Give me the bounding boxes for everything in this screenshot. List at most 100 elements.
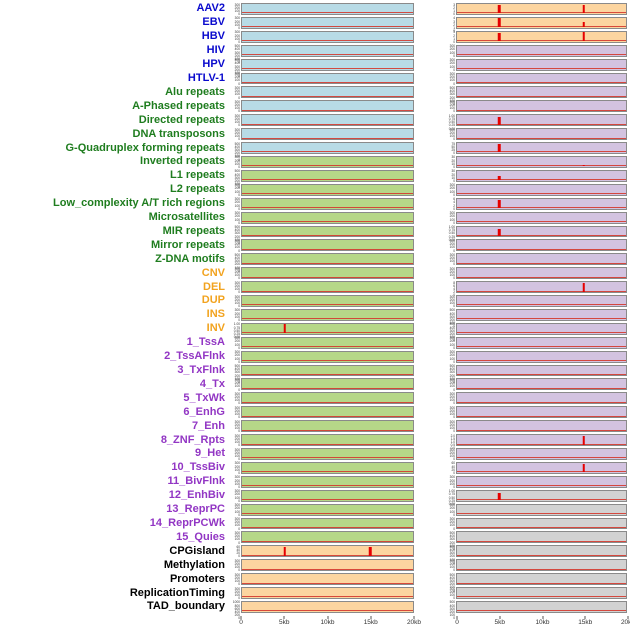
y-tick-label: 4 bbox=[453, 200, 455, 205]
y-tick-label: 200 bbox=[449, 520, 455, 525]
left-y-axis-ticks: 300 200 100 0 bbox=[228, 572, 241, 586]
signal-baseline bbox=[242, 221, 413, 222]
y-tick-label: 0 bbox=[453, 109, 455, 114]
left-track-panel bbox=[241, 253, 414, 266]
column-gap bbox=[414, 280, 443, 294]
x-tick-mark bbox=[413, 616, 415, 619]
signal-peak bbox=[498, 144, 501, 153]
left-y-axis-ticks: 300 200 100 0 bbox=[228, 16, 241, 30]
y-tick-label: 100 bbox=[449, 376, 455, 381]
y-tick-label: 1.00 bbox=[448, 489, 455, 494]
y-tick-label: 300 bbox=[234, 294, 240, 299]
column-gap bbox=[414, 433, 443, 447]
row-label: INV bbox=[206, 322, 225, 335]
y-tick-label: 300 bbox=[449, 92, 455, 97]
y-tick-label: 0 bbox=[238, 415, 240, 420]
y-tick-label: 200 bbox=[234, 158, 240, 163]
left-y-axis-ticks: 300 200 100 0 bbox=[228, 127, 241, 141]
signal-baseline bbox=[242, 304, 413, 306]
y-tick-label: 40 bbox=[451, 464, 455, 469]
y-tick-label: 100 bbox=[234, 134, 240, 139]
y-tick-label: 0 bbox=[238, 540, 240, 545]
row-label: EBV bbox=[202, 16, 225, 29]
y-tick-label: 300 bbox=[449, 377, 455, 382]
track-row: 10_TssBiv 300 200 100 0 60 40 20 0 bbox=[0, 461, 628, 475]
left-y-axis-ticks: 300 200 100 0 bbox=[228, 308, 241, 322]
y-tick-label: 0 bbox=[453, 29, 455, 34]
signal-baseline bbox=[457, 610, 626, 612]
y-tick-label: 300 bbox=[449, 551, 455, 556]
row-label: CPGisland bbox=[169, 544, 225, 557]
left-track-panel bbox=[241, 100, 414, 113]
signal-baseline bbox=[457, 276, 626, 278]
signal-baseline bbox=[457, 443, 626, 445]
signal-baseline bbox=[242, 610, 413, 612]
right-y-axis-ticks: 300 200 100 0 bbox=[443, 336, 456, 350]
y-tick-label: 0 bbox=[238, 137, 240, 142]
column-gap bbox=[414, 377, 443, 391]
right-track-panel bbox=[456, 600, 627, 613]
y-tick-label: 300 bbox=[449, 419, 455, 424]
track-row: CNV 300 200 100 0 300 200 100 0 bbox=[0, 266, 628, 280]
y-tick-label: 500 bbox=[449, 544, 455, 549]
y-tick-label: 0 bbox=[238, 206, 240, 211]
y-tick-label: 0 bbox=[453, 206, 455, 211]
y-tick-label: 0 bbox=[453, 220, 455, 225]
y-tick-label: 100 bbox=[449, 398, 455, 403]
signal-baseline bbox=[457, 109, 626, 111]
x-tick-label: 0 bbox=[455, 619, 459, 626]
y-tick-label: 300 bbox=[234, 266, 240, 271]
y-tick-label: 100 bbox=[234, 106, 240, 111]
right-track-panel bbox=[456, 100, 627, 113]
y-tick-label: 100 bbox=[234, 523, 240, 528]
signal-baseline bbox=[242, 109, 413, 111]
right-y-axis-ticks: 300 200 100 0 bbox=[443, 419, 456, 433]
y-tick-label: 100 bbox=[449, 189, 455, 194]
column-gap bbox=[414, 600, 443, 614]
y-tick-label: 20 bbox=[236, 551, 240, 556]
y-tick-label: 100 bbox=[234, 495, 240, 500]
x-tick-label: 10kb bbox=[535, 619, 550, 626]
x-tick-mark bbox=[240, 616, 242, 619]
track-row: Alu repeats 300 200 100 0 500 400 300 200 100 0 bbox=[0, 85, 628, 106]
y-tick-label: 100 bbox=[234, 273, 240, 278]
y-tick-label: 300 bbox=[234, 405, 240, 410]
y-tick-label: 0.50 bbox=[448, 495, 455, 500]
signal-peak bbox=[498, 492, 501, 501]
row-label: AAV2 bbox=[196, 2, 225, 15]
left-y-axis-ticks: 300 200 100 0 bbox=[228, 85, 241, 99]
row-label: 6_EnhG bbox=[183, 405, 225, 418]
column-gap bbox=[414, 530, 443, 544]
row-label: Z-DNA motifs bbox=[155, 252, 225, 265]
signal-baseline bbox=[242, 485, 413, 487]
right-y-axis-ticks: 500 400 300 200 100 0 bbox=[443, 572, 456, 592]
y-tick-label: 0 bbox=[453, 415, 455, 420]
left-y-axis-ticks: 300 200 100 0 bbox=[228, 419, 241, 433]
y-tick-label: 400 bbox=[234, 256, 240, 261]
y-tick-label: 300 bbox=[449, 537, 455, 542]
y-tick-label: 300 bbox=[449, 503, 455, 508]
left-track-panel bbox=[241, 183, 414, 196]
right-track-panel bbox=[456, 378, 627, 391]
left-track-panel bbox=[241, 86, 414, 99]
column-gap bbox=[414, 252, 443, 266]
y-tick-label: 0 bbox=[238, 157, 240, 162]
y-tick-label: 500 bbox=[449, 364, 455, 369]
signal-baseline bbox=[457, 248, 626, 250]
y-tick-label: 0 bbox=[453, 12, 455, 17]
y-tick-label: 40 bbox=[236, 548, 240, 553]
signal-baseline bbox=[242, 401, 413, 403]
left-y-axis-ticks: 300 200 100 0 bbox=[228, 405, 241, 419]
y-tick-label: 200 bbox=[234, 381, 240, 386]
y-tick-label: 0 bbox=[238, 192, 240, 197]
y-tick-label: 0 bbox=[238, 318, 240, 323]
signal-baseline bbox=[457, 137, 626, 139]
y-tick-label: 100 bbox=[449, 523, 455, 528]
y-tick-label: 500 bbox=[449, 572, 455, 577]
track-row: 11_BivFlnk 300 200 100 0 300 200 100 0 bbox=[0, 475, 628, 489]
right-track-panel bbox=[456, 545, 627, 558]
row-label: 4_Tx bbox=[199, 377, 225, 390]
right-y-axis-ticks: 500 400 300 200 100 0 bbox=[443, 308, 456, 328]
y-tick-label: 1.5 bbox=[450, 436, 455, 441]
